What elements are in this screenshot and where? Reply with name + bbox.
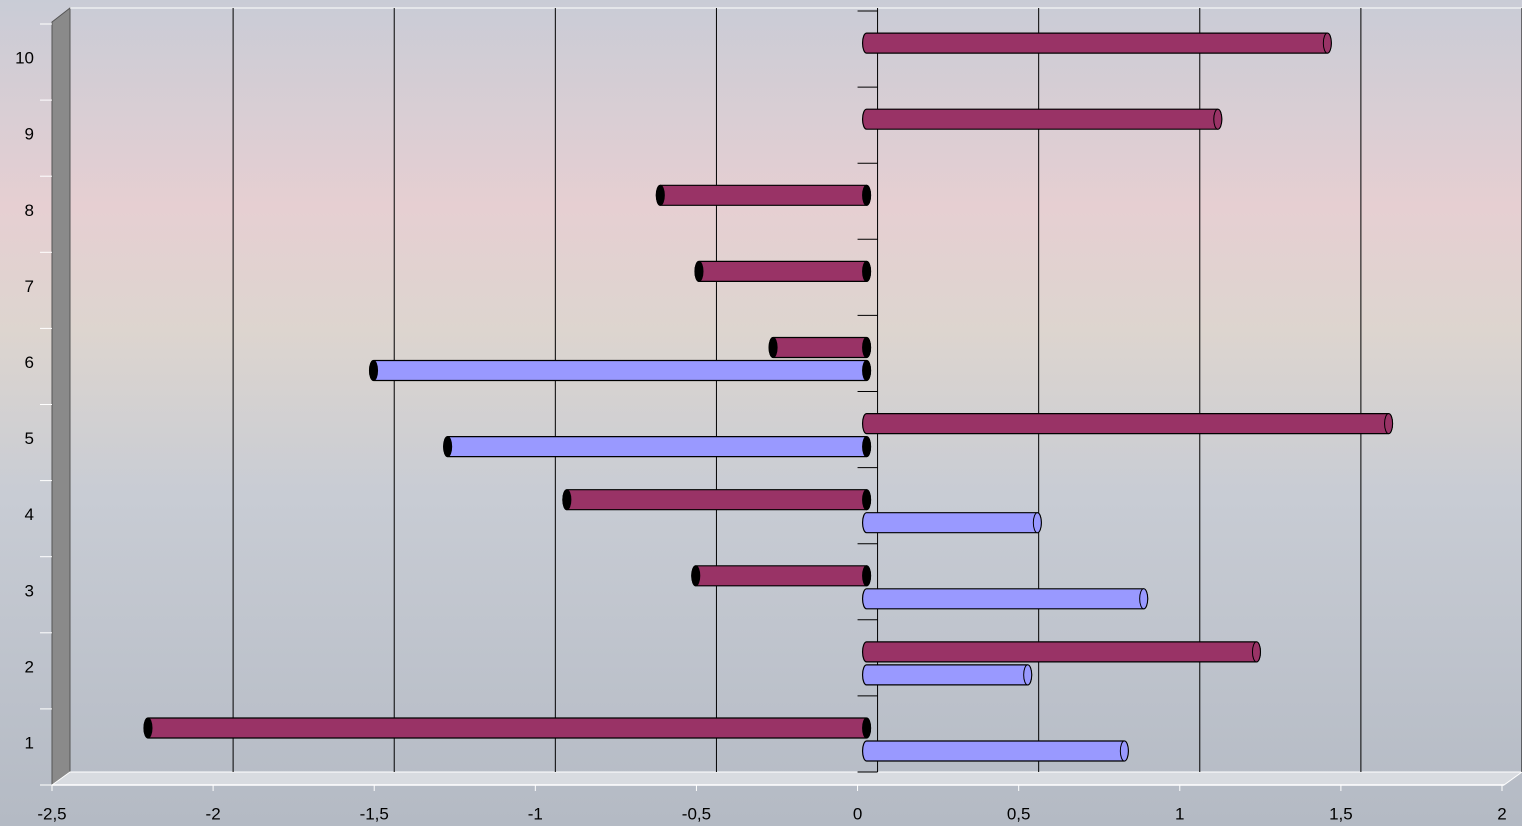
x-tick-label: -2,5 [37,804,66,823]
bar-cap [443,436,453,458]
bar-cap [143,717,153,739]
bar-cap [1119,740,1129,762]
bar-cap [1213,108,1223,130]
x-tick-label: 1,5 [1329,804,1353,823]
bar-cap [1322,32,1332,54]
bar [143,717,872,739]
bar [861,108,1223,130]
y-tick-label: 2 [25,657,34,676]
bar [655,184,872,206]
bar [861,32,1332,54]
bar-cap [694,260,704,282]
x-tick-label: 1 [1175,804,1184,823]
bar-cap [1384,413,1394,435]
bar-cap [369,360,379,381]
y-tick-label: 6 [25,353,34,372]
bar [861,413,1394,435]
bar-cap [655,184,665,206]
bar [861,588,1149,610]
bar-cap [862,436,872,458]
bar-cap [862,360,872,381]
bar [691,565,872,587]
x-tick-label: -2 [206,804,221,823]
floor [50,771,1522,786]
bar-cap [1023,664,1033,686]
bar [861,664,1033,686]
bar [443,436,872,458]
y-tick-label: 9 [25,125,34,144]
bar-cap [1139,588,1149,610]
bar-cap [1032,512,1042,534]
x-tick-label: -0,5 [682,804,711,823]
x-tick-label: 2 [1497,804,1506,823]
bar-cap [862,337,872,358]
bar-cap [862,717,872,739]
side-wall [51,6,71,786]
bar [768,336,872,359]
bar-cap [862,489,872,511]
bar [694,260,872,282]
y-tick-label: 7 [25,277,34,296]
x-tick-label: 0,5 [1007,804,1031,823]
bar [562,489,872,511]
bar-cap [862,565,872,587]
y-tick-label: 5 [25,429,34,448]
bar [368,359,872,382]
bar-cap [562,489,572,511]
y-tick-label: 8 [25,201,34,220]
bar [861,512,1042,534]
y-tick-label: 1 [25,733,34,752]
y-tick-label: 4 [25,505,34,524]
bar-cap [691,565,701,587]
bar [861,641,1262,663]
x-tick-label: 0 [853,804,862,823]
bar-cap [1251,641,1261,663]
bar-cap [768,337,778,358]
y-tick-label: 3 [25,581,34,600]
bar-cap [862,184,872,206]
x-tick-label: -1,5 [360,804,389,823]
bar [861,740,1129,762]
x-tick-label: -1 [528,804,543,823]
bar-cap [862,260,872,282]
y-tick-label: 10 [15,49,34,68]
